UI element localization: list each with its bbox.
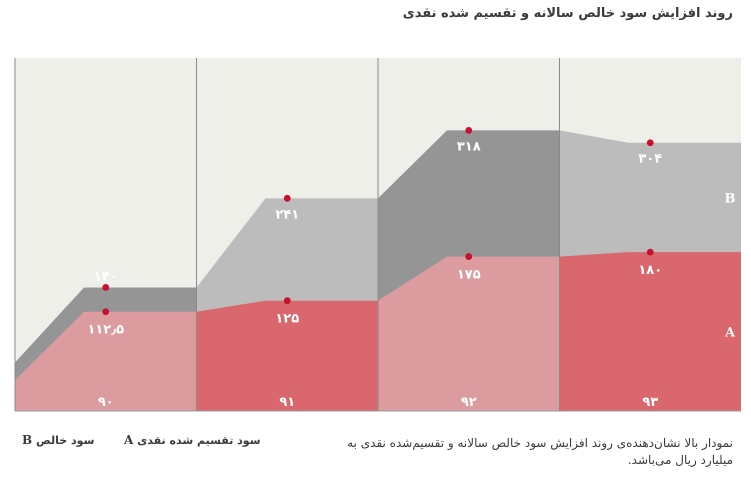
year-label-2: ۹۲ xyxy=(461,395,477,410)
dividend-marker-0 xyxy=(102,308,110,316)
legend-item-net-profit: سود خالص B xyxy=(18,433,94,447)
dividend-label-3: ۱۸۰ xyxy=(638,263,662,278)
net-profit-label-3: ۳۰۴ xyxy=(638,152,662,167)
net-profit-label-2: ۳۱۸ xyxy=(457,139,481,154)
series-label-net-profit: B xyxy=(725,191,736,206)
year-label-3: ۹۳ xyxy=(642,395,658,410)
dividend-marker-3 xyxy=(646,248,654,256)
net-profit-marker-2 xyxy=(465,126,473,134)
dividend-label-0: ۱۱۲٫۵ xyxy=(87,323,124,338)
dividend-marker-1 xyxy=(283,297,291,305)
dividend-area-0 xyxy=(15,311,197,411)
year-label-0: ۹۰ xyxy=(98,395,114,410)
dividend-label-2: ۱۷۵ xyxy=(457,268,481,283)
net-profit-label-1: ۲۴۱ xyxy=(275,207,299,222)
net-profit-label-0: ۱۴۰ xyxy=(94,269,118,284)
series-label-dividend: A xyxy=(724,326,736,341)
dividend-area-1 xyxy=(196,300,378,411)
legend-label-net-profit: سود خالص xyxy=(36,434,95,447)
net-profit-marker-0 xyxy=(102,284,110,291)
legend-item-dividend: سود تقسیم شده نقدی A xyxy=(120,433,261,447)
chart-note: نمودار بالا نشان‌دهنده‌ی روند افزایش سود… xyxy=(347,436,733,467)
dividend-area-2 xyxy=(378,256,560,411)
legend-letter-dividend: A xyxy=(124,433,134,447)
legend-label-dividend: سود تقسیم شده نقدی xyxy=(137,434,261,447)
net-profit-marker-1 xyxy=(283,194,291,202)
dividend-marker-2 xyxy=(465,253,473,260)
dividend-area-3 xyxy=(559,252,741,411)
legend-letter-net-profit: B xyxy=(22,433,33,447)
net-profit-marker-3 xyxy=(646,139,654,147)
dividend-label-1: ۱۲۵ xyxy=(275,312,299,327)
chart-title: روند افزایش سود خالص سالانه و تقسیم شده … xyxy=(402,6,733,21)
year-label-1: ۹۱ xyxy=(279,395,295,410)
